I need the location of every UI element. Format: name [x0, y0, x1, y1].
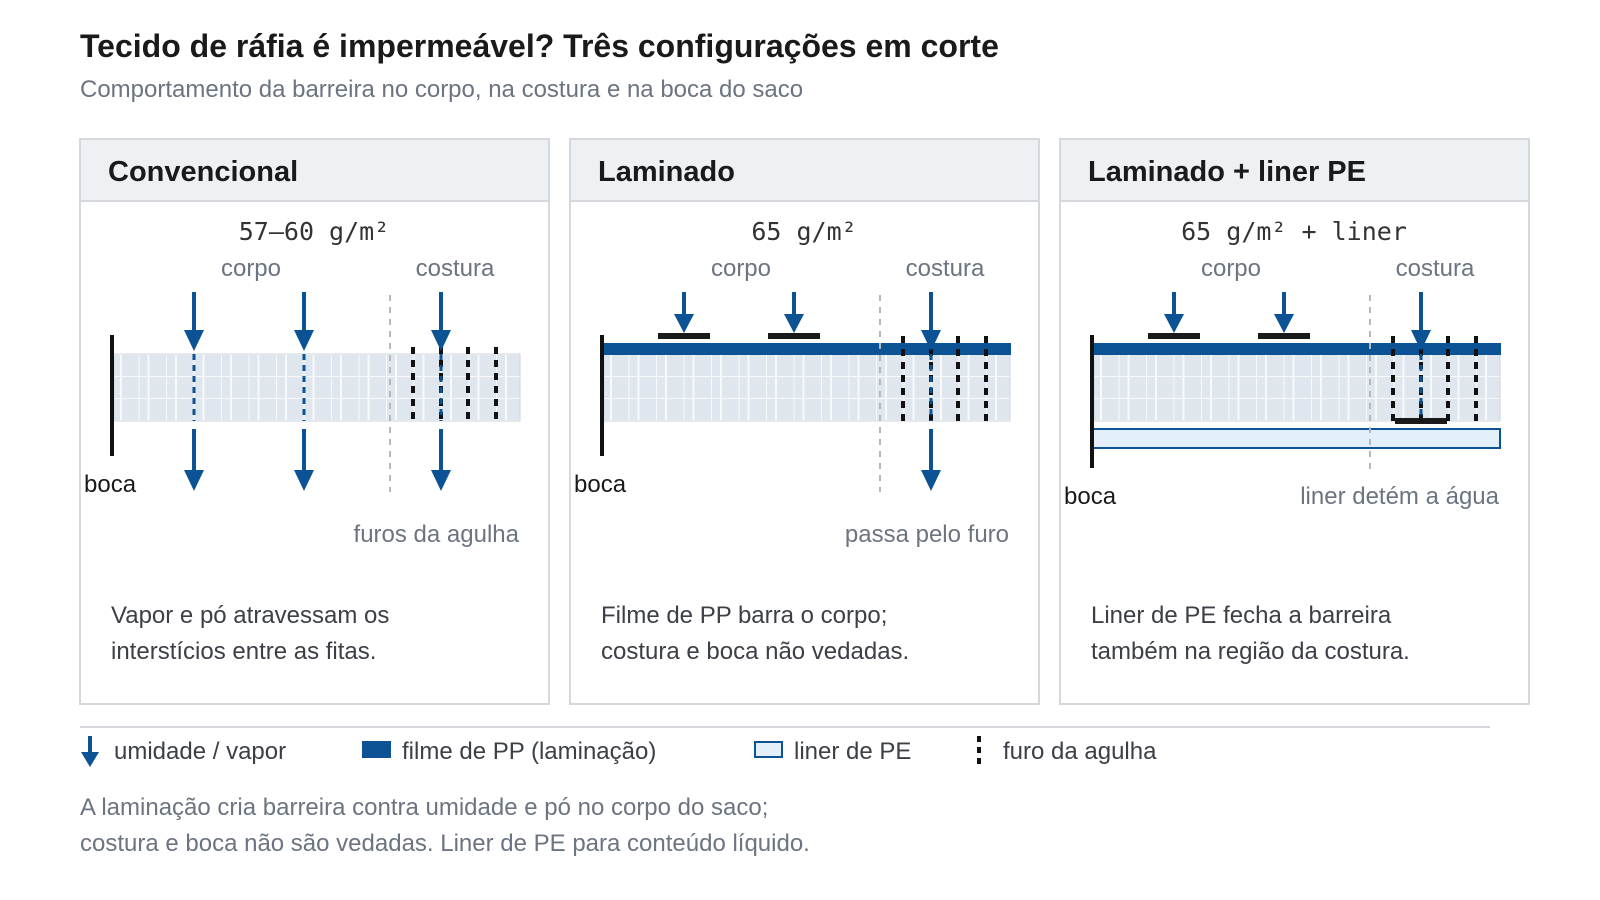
grammage-label: 65 g/m² [751, 217, 856, 246]
moisture-arrows [674, 292, 941, 491]
film-block-marks [658, 333, 820, 339]
pp-film-layer [602, 343, 1011, 355]
diagram-note: liner detém a água [1300, 483, 1499, 510]
footnote: A laminação cria barreira contra umidade… [80, 794, 810, 857]
moisture-arrows [1164, 292, 1431, 351]
legend-label: furo da agulha [1003, 738, 1157, 765]
legend-needle-hole: furo da agulha [972, 736, 1212, 770]
panel-title: Convencional [108, 156, 299, 188]
mouth-label: boca [1064, 483, 1117, 510]
legend-label: umidade / vapor [114, 738, 287, 765]
pp-film-swatch-icon [362, 741, 391, 758]
moisture-arrows [184, 292, 451, 491]
page-subtitle: Comportamento da barreira no corpo, na c… [80, 76, 804, 103]
panel-header [81, 140, 548, 202]
page-title: Tecido de ráfia é impermeável? Três conf… [80, 28, 999, 64]
arrow-down-icon [81, 736, 99, 767]
seam-label: costura [906, 255, 985, 282]
panel-convencional: Convencional 57–60 g/m² corpo costura [79, 138, 550, 705]
panel-description: Liner de PE fecha a barreira também na r… [1091, 602, 1410, 665]
grammage-label: 57–60 g/m² [239, 217, 390, 246]
legend-pp-film: filme de PP (laminação) [362, 736, 722, 770]
woven-fabric [113, 353, 521, 422]
woven-fabric [1093, 353, 1501, 422]
diagram-note: passa pelo furo [845, 521, 1009, 548]
mouth-label: boca [574, 471, 627, 498]
cross-section-diagram: 65 g/m² + liner corpo costura boca liner… [1064, 217, 1501, 510]
panel-header [1061, 140, 1528, 202]
woven-fabric [603, 353, 1011, 422]
body-label: corpo [711, 255, 771, 282]
legend-label: filme de PP (laminação) [402, 738, 657, 765]
panel-title: Laminado + liner PE [1088, 156, 1366, 188]
panel-laminado-liner: Laminado + liner PE 65 g/m² + liner corp… [1059, 138, 1530, 705]
legend-liner: liner de PE [754, 736, 954, 770]
body-label: corpo [1201, 255, 1261, 282]
panel-header [571, 140, 1038, 202]
grammage-label: 65 g/m² + liner [1181, 217, 1407, 246]
panel-title: Laminado [598, 156, 735, 188]
seam-label: costura [416, 255, 495, 282]
pe-liner-layer [1092, 428, 1501, 449]
pp-film-layer [1092, 343, 1501, 355]
legend-moisture: umidade / vapor [80, 736, 340, 770]
seam-label: costura [1396, 255, 1475, 282]
panel-description: Filme de PP barra o corpo; costura e boc… [601, 602, 910, 665]
cross-section-diagram: 65 g/m² corpo costura boca passa pelo fu… [574, 217, 1011, 548]
cross-section-diagram: 57–60 g/m² corpo costura boca furos da a… [84, 217, 521, 548]
moisture-paths [192, 354, 443, 421]
panel-laminado: Laminado 65 g/m² corpo costura boca [569, 138, 1040, 705]
body-label: corpo [221, 255, 281, 282]
liner-swatch-icon [754, 741, 783, 758]
diagram-note: furos da agulha [354, 521, 520, 548]
legend-divider [80, 726, 1490, 728]
panel-description: Vapor e pó atravessam os interstícios en… [111, 602, 390, 665]
mouth-label: boca [84, 471, 137, 498]
needle-hole-icon [977, 736, 981, 764]
legend-label: liner de PE [794, 738, 912, 765]
